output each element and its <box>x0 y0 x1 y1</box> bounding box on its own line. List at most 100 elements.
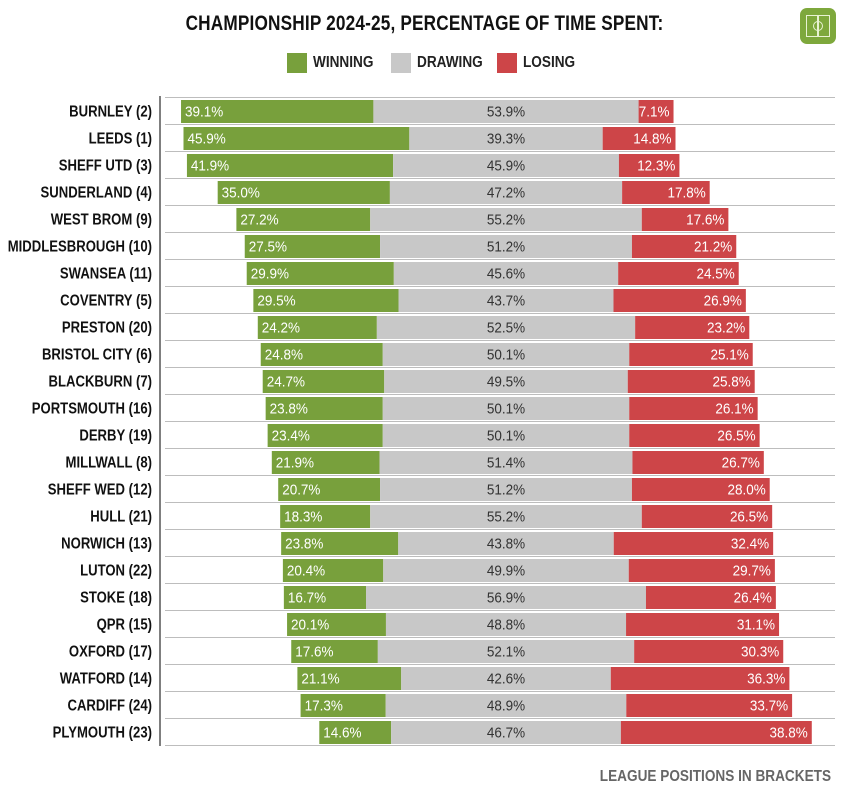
data-label-losing: 38.8% <box>770 725 809 742</box>
bar-losing <box>641 208 729 231</box>
bar-drawing <box>389 181 623 204</box>
bar-losing <box>626 613 780 636</box>
data-label-losing: 21.2% <box>694 239 733 256</box>
data-label-losing: 26.5% <box>717 428 756 445</box>
data-label-drawing: 51.4% <box>487 455 526 472</box>
bar-drawing <box>383 559 629 582</box>
data-label-winning: 29.5% <box>257 293 296 310</box>
data-label-drawing: 48.8% <box>487 617 526 634</box>
bar-winning <box>297 667 402 690</box>
data-label-drawing: 49.9% <box>487 563 526 580</box>
data-label-losing: 25.8% <box>712 374 751 391</box>
bar-losing <box>641 505 773 528</box>
data-label-winning: 24.8% <box>265 347 304 364</box>
bar-winning <box>217 181 390 204</box>
data-label-winning: 18.3% <box>284 509 323 526</box>
data-label-drawing: 39.3% <box>487 131 526 148</box>
data-label-losing: 14.8% <box>633 131 672 148</box>
bar-drawing <box>398 289 614 312</box>
data-label-losing: 30.3% <box>741 644 780 661</box>
legend-label-drawing: DRAWING <box>417 54 483 71</box>
bar-drawing <box>384 370 628 393</box>
category-label: QPR (15) <box>97 616 153 633</box>
data-label-winning: 41.9% <box>191 158 230 175</box>
bar-losing <box>629 397 758 420</box>
data-label-losing: 7.1% <box>639 104 670 121</box>
data-label-losing: 26.1% <box>715 401 754 418</box>
bar-winning <box>260 343 383 366</box>
bar-drawing <box>382 424 630 447</box>
bar-drawing <box>385 613 627 636</box>
bar-drawing <box>393 154 619 177</box>
bar-losing <box>629 343 753 366</box>
data-label-winning: 17.3% <box>305 698 344 715</box>
bar-winning <box>267 424 383 447</box>
data-label-drawing: 45.6% <box>487 266 526 283</box>
data-label-losing: 17.6% <box>686 212 725 229</box>
data-label-winning: 20.7% <box>282 482 321 499</box>
bar-drawing <box>380 235 632 258</box>
data-label-winning: 20.4% <box>287 563 326 580</box>
bar-drawing <box>379 451 633 474</box>
data-label-drawing: 50.1% <box>487 428 526 445</box>
bar-winning <box>265 397 383 420</box>
data-label-winning: 17.6% <box>295 644 334 661</box>
category-label: LUTON (22) <box>80 562 152 579</box>
data-label-losing: 28.0% <box>727 482 766 499</box>
stacked-bar-chart: BURNLEY (2) 39.1% 53.9% 7.1% LEEDS (1) 45.9% 3… <box>8 96 835 746</box>
category-label: CARDIFF (24) <box>67 697 152 714</box>
data-label-losing: 24.5% <box>696 266 735 283</box>
category-label: DERBY (19) <box>79 427 152 444</box>
legend-item-losing: LOSING <box>497 53 584 73</box>
bar-losing <box>626 694 793 717</box>
data-label-drawing: 46.7% <box>487 725 526 742</box>
data-label-drawing: 43.7% <box>487 293 526 310</box>
category-label: MIDDLESBROUGH (10) <box>8 238 152 255</box>
bar-drawing <box>380 478 632 501</box>
bar-drawing <box>393 262 619 285</box>
bar-winning <box>300 694 386 717</box>
data-label-winning: 24.7% <box>267 374 306 391</box>
legend-item-winning: WINNING <box>287 53 384 73</box>
pitch-logo-icon <box>800 8 836 44</box>
bar-losing <box>631 478 770 501</box>
category-label: BLACKBURN (7) <box>49 373 153 390</box>
bar-winning <box>257 316 377 339</box>
data-label-winning: 45.9% <box>187 131 226 148</box>
data-label-winning: 29.9% <box>251 266 290 283</box>
bar-winning <box>181 100 374 123</box>
data-label-drawing: 45.9% <box>487 158 526 175</box>
bar-losing <box>629 424 760 447</box>
bar-winning <box>281 532 399 555</box>
data-label-losing: 31.1% <box>737 617 776 634</box>
bar-winning <box>291 640 378 663</box>
data-label-winning: 23.8% <box>270 401 309 418</box>
category-label: NORWICH (13) <box>61 535 152 552</box>
data-label-drawing: 51.2% <box>487 239 526 256</box>
bar-winning <box>283 586 367 609</box>
bar-losing <box>634 640 784 663</box>
data-label-drawing: 55.2% <box>487 509 526 526</box>
data-label-winning: 23.4% <box>272 428 311 445</box>
bar-winning <box>262 370 385 393</box>
bar-drawing <box>382 343 630 366</box>
data-label-losing: 23.2% <box>707 320 746 337</box>
data-label-winning: 20.1% <box>291 617 330 634</box>
bar-winning <box>280 505 371 528</box>
bar-drawing <box>385 694 627 717</box>
legend-label-losing: LOSING <box>523 54 576 71</box>
data-label-losing: 29.7% <box>733 563 772 580</box>
bar-winning <box>319 721 392 744</box>
bar-winning <box>236 208 371 231</box>
bar-drawing <box>382 397 630 420</box>
data-label-losing: 26.9% <box>704 293 743 310</box>
data-label-winning: 23.8% <box>285 536 324 553</box>
data-label-losing: 25.1% <box>711 347 750 364</box>
bar-losing <box>602 127 676 150</box>
data-label-drawing: 48.9% <box>487 698 526 715</box>
data-label-drawing: 52.5% <box>487 320 526 337</box>
data-label-drawing: 56.9% <box>487 590 526 607</box>
category-label: SHEFF WED (12) <box>48 481 152 498</box>
bar-winning <box>253 289 399 312</box>
category-label: PORTSMOUTH (16) <box>32 400 152 417</box>
